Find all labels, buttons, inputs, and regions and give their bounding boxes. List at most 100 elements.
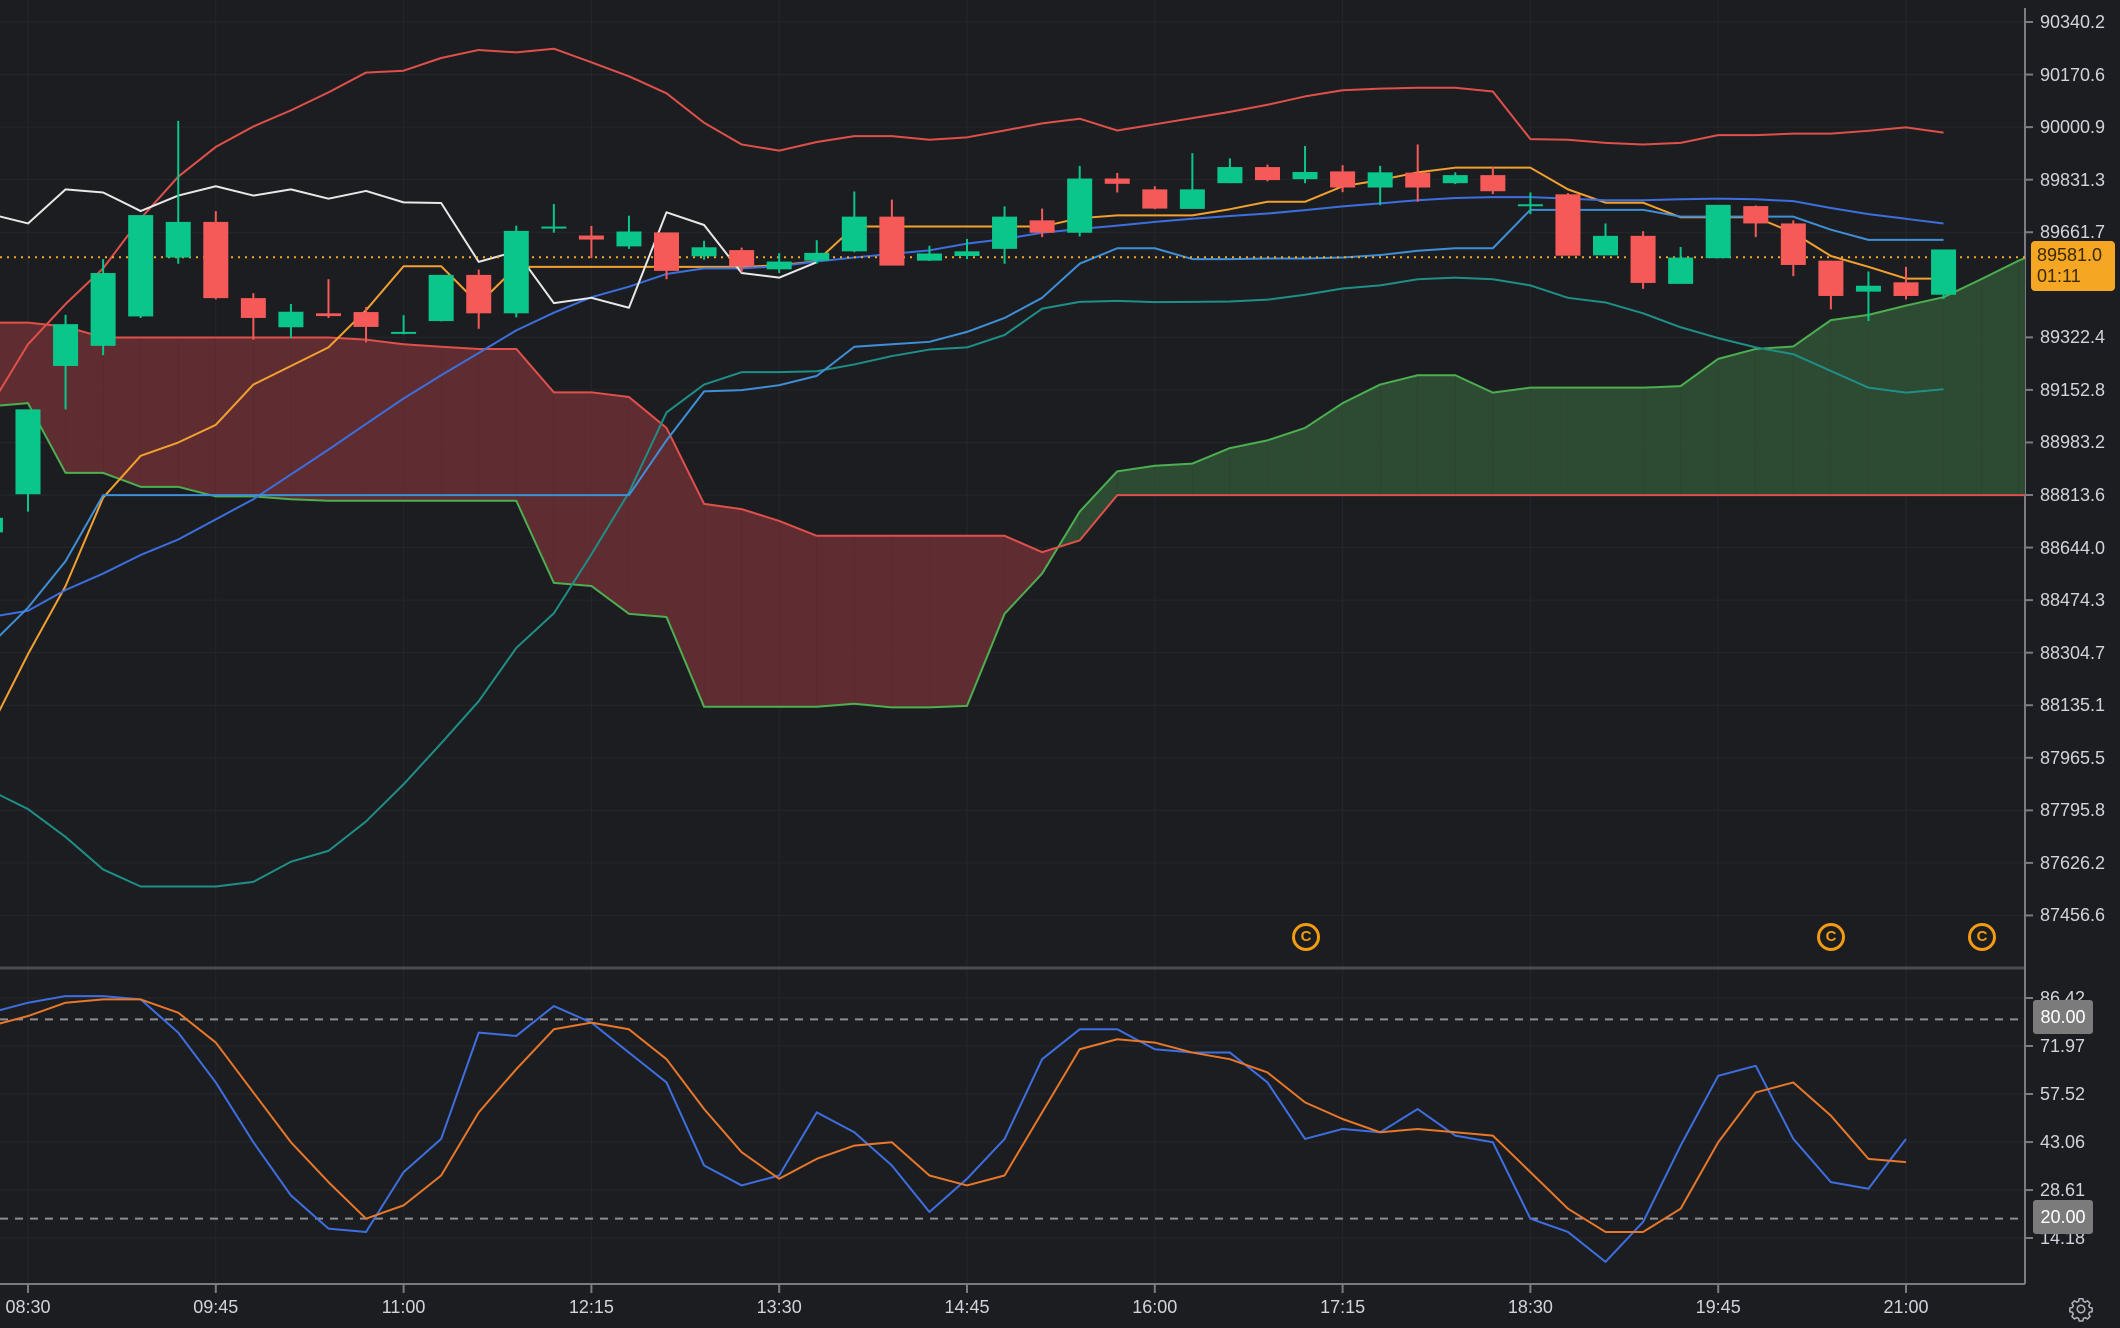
time-axis-label: 11:00 [381,1297,426,1317]
candle[interactable] [391,315,417,335]
candle[interactable] [1442,172,1468,185]
candle[interactable] [616,215,642,249]
time-axis-label: 21:00 [1883,1297,1929,1317]
candle[interactable] [1142,186,1168,210]
event-marker-c-icon[interactable]: C [1817,923,1845,951]
price-axis-label: 87965.5 [2040,747,2106,768]
price-axis-label: 89322.4 [2040,327,2106,348]
candle[interactable] [578,225,604,259]
event-marker-c-icon[interactable]: C [1292,923,1320,951]
price-line-white-line [0,185,818,309]
stoch-lower-band-tag: 20.00 [2033,1200,2093,1234]
candle[interactable] [1780,220,1806,277]
candle[interactable] [315,279,341,318]
candle[interactable] [1931,249,1957,300]
candle[interactable] [1705,204,1731,259]
candle[interactable] [0,512,3,555]
time-axis-label: 09:45 [193,1297,239,1317]
candle[interactable] [804,240,830,264]
stochastic-pane[interactable] [0,995,2025,1263]
time-axis-label: 19:45 [1695,1297,1741,1317]
candle[interactable] [1480,166,1506,195]
time-axis-label: 12:15 [568,1297,614,1317]
last-price-tag: 89581.0 01:11 [2031,241,2115,291]
last-price-value: 89581.0 [2037,245,2103,265]
candle[interactable] [1330,165,1356,193]
candle[interactable] [1555,193,1581,256]
candle[interactable] [428,274,454,322]
candle[interactable] [1893,266,1919,300]
candles [0,120,1957,555]
price-axis-label: 90340.2 [2040,12,2106,32]
candle[interactable] [503,225,529,318]
candle[interactable] [841,191,867,253]
price-axis-label: 87795.8 [2040,800,2106,821]
candle[interactable] [53,314,79,410]
candle[interactable] [90,259,116,356]
price-axis-label: 88813.6 [2040,484,2106,505]
candle[interactable] [240,293,266,340]
price-axis-label: 89152.8 [2040,379,2106,400]
price-axis-label: 88644.0 [2040,537,2106,558]
time-axis-label: 14:45 [944,1297,990,1317]
candle[interactable] [1405,144,1431,202]
price-axis-label: 88474.3 [2040,590,2106,611]
price-axis-label: 90000.9 [2040,117,2106,138]
candle[interactable] [1367,165,1393,206]
candle[interactable] [766,253,792,274]
candle[interactable] [1104,172,1130,193]
candle[interactable] [203,211,229,300]
bb-basis-line [0,166,1944,712]
candle[interactable] [654,232,680,280]
candle[interactable] [165,120,191,264]
candle[interactable] [879,199,905,266]
candle[interactable] [729,247,755,273]
price-axis-label: 88135.1 [2040,695,2106,716]
bb-lower-line [0,276,1944,888]
bb-upper-line [0,47,1944,393]
stoch-axis-label: 71.97 [2040,1036,2086,1056]
candle[interactable] [128,215,154,318]
stoch-d-line [0,998,1907,1233]
time-axis-label: 18:30 [1507,1297,1553,1317]
candle[interactable] [1630,231,1656,289]
stoch-axis-label: 57.52 [2040,1084,2086,1104]
price-axis-label: 88304.7 [2040,642,2106,663]
candle[interactable] [466,269,492,329]
candle[interactable] [916,245,942,261]
time-axis-label: 17:15 [1320,1297,1366,1317]
candle[interactable] [1179,153,1205,209]
price-axis-label: 89661.7 [2040,222,2106,243]
candle[interactable] [1517,192,1543,215]
price-axis-label: 87456.6 [2040,905,2106,926]
candle[interactable] [1029,208,1055,238]
candle[interactable] [1067,165,1093,237]
candle[interactable] [691,240,717,260]
candle[interactable] [1593,223,1619,256]
candle[interactable] [1743,205,1769,238]
price-axis-label: 88983.2 [2040,432,2106,453]
candle[interactable] [541,203,567,233]
candle[interactable] [1217,158,1243,184]
price-axis-label: 89831.3 [2040,169,2106,190]
event-marker-c-icon[interactable]: C [1968,923,1996,951]
stoch-k-line [0,995,1907,1263]
candle[interactable] [1818,260,1844,310]
senkou-span-a-line [0,256,2025,709]
candle[interactable] [1668,247,1694,284]
candle[interactable] [1855,271,1881,322]
candle[interactable] [1292,145,1318,184]
candle[interactable] [353,307,379,343]
stoch-axis-label: 28.61 [2040,1180,2086,1201]
stoch-upper-band-tag: 80.00 [2033,1000,2093,1034]
candle[interactable] [954,238,980,260]
bar-countdown: 01:11 [2037,266,2081,286]
candle[interactable] [1254,164,1280,182]
gear-icon[interactable] [2068,1296,2094,1322]
candle[interactable] [992,206,1018,264]
candle[interactable] [15,409,41,512]
ema-mid-line [0,208,1944,637]
candle[interactable] [278,304,304,339]
